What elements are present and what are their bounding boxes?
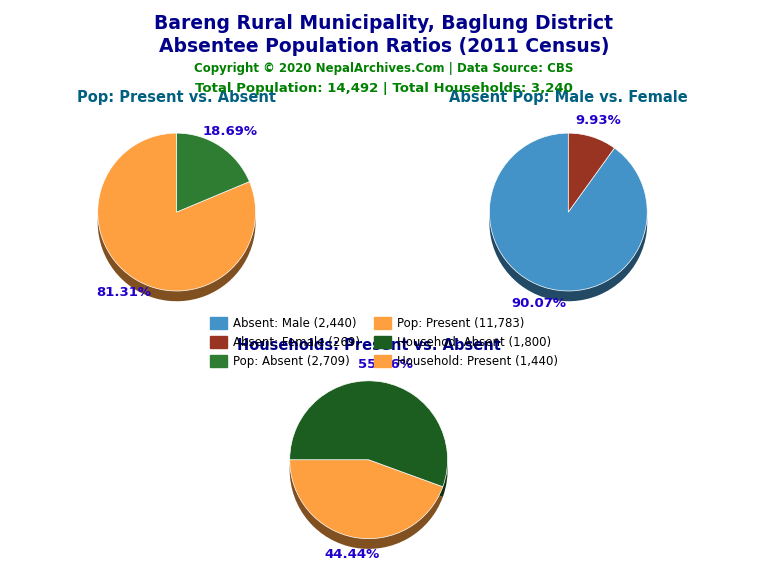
- Wedge shape: [177, 143, 250, 222]
- Wedge shape: [290, 470, 443, 549]
- Text: 55.56%: 55.56%: [358, 358, 412, 372]
- Wedge shape: [568, 133, 614, 212]
- Text: 81.31%: 81.31%: [96, 286, 151, 299]
- Wedge shape: [568, 143, 614, 222]
- Title: Pop: Present vs. Absent: Pop: Present vs. Absent: [77, 90, 276, 105]
- Text: 9.93%: 9.93%: [575, 114, 621, 127]
- Title: Absent Pop: Male vs. Female: Absent Pop: Male vs. Female: [449, 90, 687, 105]
- Wedge shape: [489, 133, 647, 291]
- Title: Households: Present vs. Absent: Households: Present vs. Absent: [237, 338, 501, 353]
- Text: Total Population: 14,492 | Total Households: 3,240: Total Population: 14,492 | Total Househo…: [195, 82, 573, 96]
- Text: 90.07%: 90.07%: [511, 297, 566, 310]
- Wedge shape: [98, 133, 256, 291]
- Text: 44.44%: 44.44%: [324, 548, 379, 561]
- Wedge shape: [290, 391, 448, 497]
- Wedge shape: [290, 460, 443, 539]
- Text: Bareng Rural Municipality, Baglung District: Bareng Rural Municipality, Baglung Distr…: [154, 14, 614, 33]
- Text: 18.69%: 18.69%: [203, 126, 257, 138]
- Wedge shape: [98, 143, 256, 301]
- Text: Copyright © 2020 NepalArchives.Com | Data Source: CBS: Copyright © 2020 NepalArchives.Com | Dat…: [194, 62, 574, 75]
- Text: Absentee Population Ratios (2011 Census): Absentee Population Ratios (2011 Census): [159, 37, 609, 56]
- Legend: Absent: Male (2,440), Absent: Female (269), Pop: Absent (2,709), Pop: Present (1: Absent: Male (2,440), Absent: Female (26…: [206, 313, 562, 373]
- Wedge shape: [177, 133, 250, 212]
- Wedge shape: [290, 381, 448, 487]
- Wedge shape: [489, 143, 647, 301]
